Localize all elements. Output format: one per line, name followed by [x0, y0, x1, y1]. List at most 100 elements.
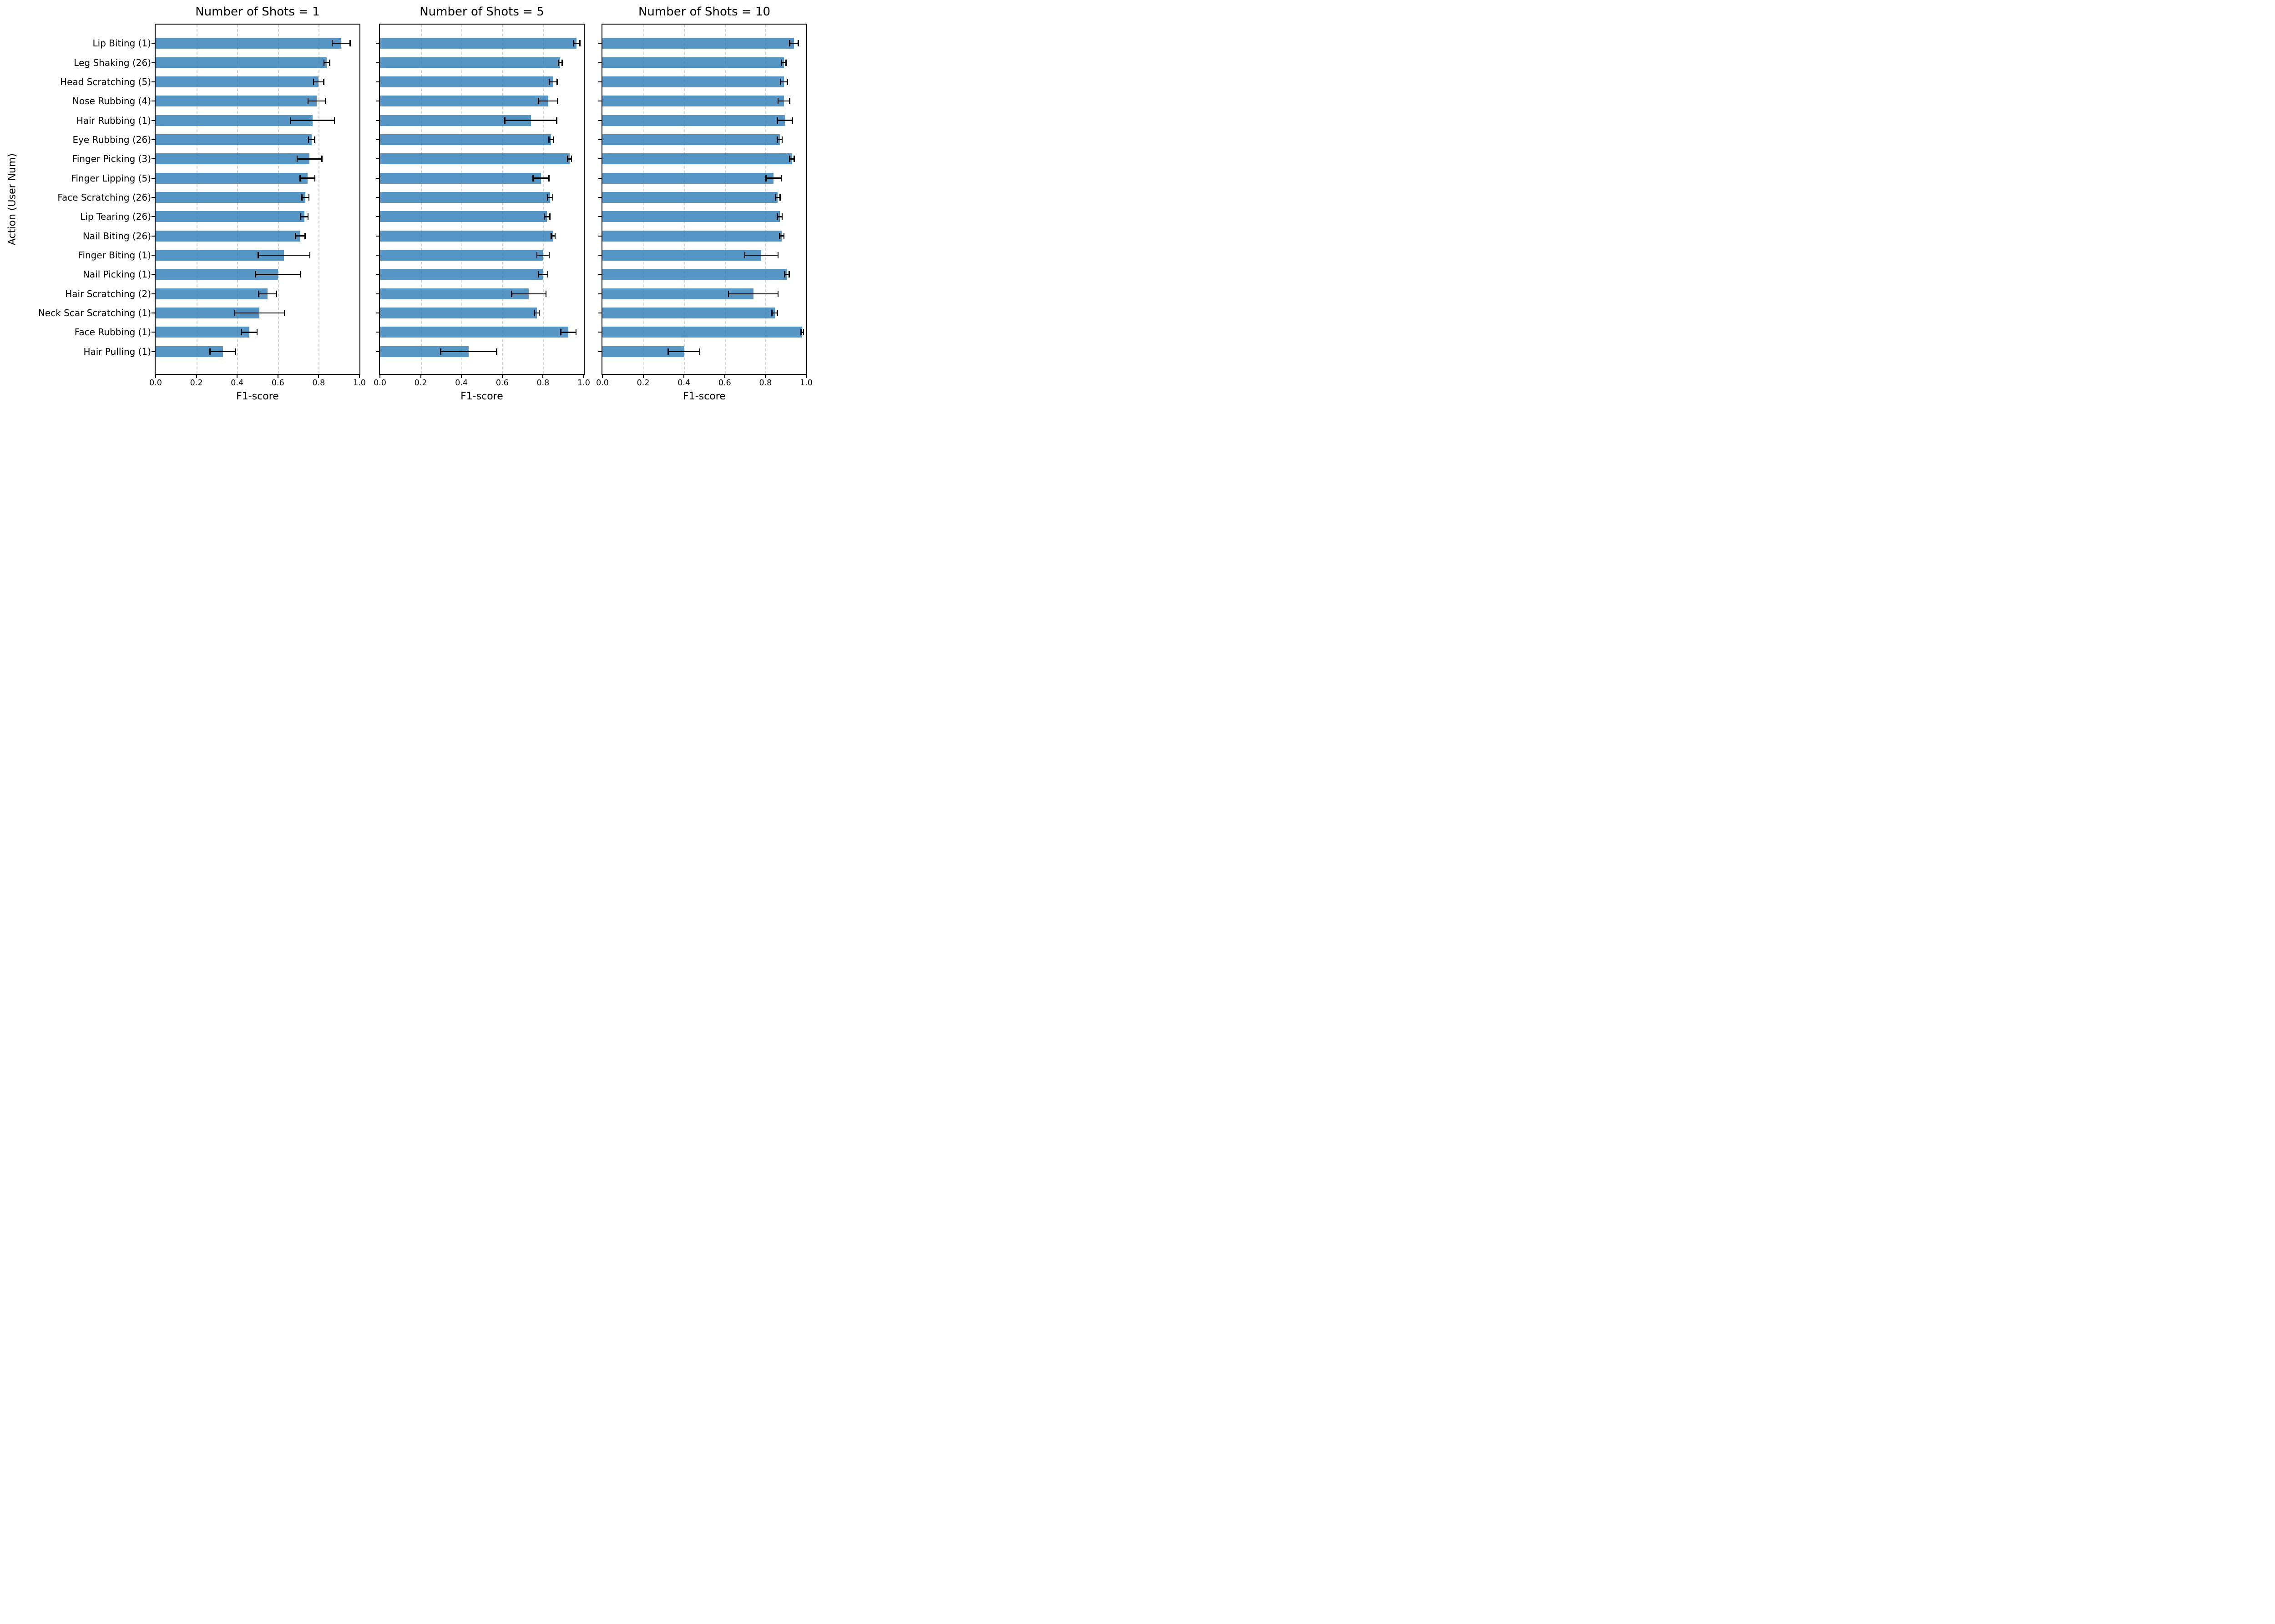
- x-tick: [602, 375, 603, 378]
- bar: [602, 57, 784, 68]
- error-bar: [775, 194, 781, 201]
- x-tick-label: 0.6: [271, 378, 284, 388]
- x-axis-title: F1-score: [683, 391, 726, 402]
- category-label: Head Scratching (5): [60, 76, 151, 87]
- y-tick: [376, 43, 379, 44]
- x-tick-label: 0.0: [374, 378, 386, 388]
- bar: [602, 308, 775, 319]
- bar: [156, 38, 341, 49]
- error-bar: [667, 348, 701, 355]
- bar: [156, 211, 305, 222]
- bar: [156, 153, 310, 165]
- error-bar: [308, 136, 315, 143]
- x-axis-title: F1-score: [236, 391, 279, 402]
- y-tick: [376, 120, 379, 121]
- x-tick: [724, 375, 725, 378]
- x-tick-label: 0.8: [759, 378, 772, 388]
- error-bar: [800, 329, 804, 336]
- error-bar: [560, 329, 577, 336]
- y-tick: [376, 332, 379, 333]
- error-bar: [295, 232, 306, 239]
- x-tick-label: 0.2: [190, 378, 203, 388]
- bar: [380, 211, 547, 222]
- panel-title-shots-1: Number of Shots = 1: [195, 5, 320, 19]
- error-bar: [300, 213, 309, 220]
- y-tick: [152, 235, 155, 237]
- bar: [602, 76, 784, 87]
- bar: [156, 172, 308, 184]
- category-label: Hair Pulling (1): [83, 346, 151, 357]
- y-tick: [376, 62, 379, 63]
- y-tick: [152, 139, 155, 140]
- category-label: Eye Rubbing (26): [72, 134, 151, 145]
- bar: [156, 57, 327, 68]
- error-bar: [543, 213, 551, 220]
- x-tick-label: 0.6: [495, 378, 509, 388]
- x-tick-label: 1.0: [353, 378, 366, 388]
- y-tick: [376, 216, 379, 217]
- y-tick: [152, 43, 155, 44]
- x-tick: [542, 375, 544, 378]
- error-bar: [536, 252, 550, 259]
- x-tick: [379, 375, 380, 378]
- category-label: Lip Tearing (26): [80, 211, 151, 222]
- y-tick: [376, 274, 379, 275]
- error-bar: [777, 136, 783, 143]
- y-tick: [152, 81, 155, 82]
- bar: [156, 115, 313, 126]
- bar: [602, 96, 784, 107]
- category-label: Nose Rubbing (4): [72, 96, 151, 107]
- y-tick: [598, 81, 602, 82]
- error-bar: [537, 271, 549, 278]
- error-bar: [504, 117, 557, 124]
- x-tick: [420, 375, 421, 378]
- figure: Action (User Num) Lip Biting (1) Leg Shak…: [0, 0, 815, 406]
- bar: [156, 230, 301, 242]
- gridline-0.8: [318, 25, 320, 374]
- y-tick: [376, 177, 379, 179]
- x-tick: [501, 375, 503, 378]
- bar: [156, 134, 312, 145]
- x-tick-label: 0.0: [596, 378, 609, 388]
- panel-shots-5: 0.0 0.2 0.4 0.6 0.8 1.0: [374, 24, 590, 388]
- y-tick: [152, 332, 155, 333]
- x-tick: [683, 375, 685, 378]
- bar: [380, 308, 537, 319]
- category-label: Leg Shaking (26): [74, 57, 151, 68]
- panel-shots-10: 0.0 0.2 0.4 0.6 0.8 1.0: [596, 24, 813, 388]
- x-tick-label: 0.2: [414, 378, 427, 388]
- x-tick: [196, 375, 197, 378]
- error-bar: [779, 78, 788, 85]
- y-tick: [152, 158, 155, 160]
- bar: [380, 38, 577, 49]
- x-tick-label: 0.4: [455, 378, 468, 388]
- x-axis-title: F1-score: [460, 391, 503, 402]
- y-tick: [598, 43, 602, 44]
- x-tick: [155, 375, 156, 378]
- x-tick-label: 0.6: [718, 378, 731, 388]
- error-bar: [572, 40, 581, 47]
- error-bar: [558, 59, 563, 66]
- error-bar: [548, 78, 558, 85]
- bar: [380, 230, 553, 242]
- y-tick: [152, 62, 155, 63]
- panel-title-shots-10: Number of Shots = 10: [638, 5, 771, 19]
- y-tick: [376, 139, 379, 140]
- error-bar: [777, 213, 783, 220]
- error-bar: [258, 252, 311, 259]
- error-bar: [241, 329, 258, 336]
- y-tick: [376, 293, 379, 294]
- category-label: Nail Picking (1): [82, 269, 151, 280]
- error-bar: [234, 310, 285, 317]
- bar: [156, 327, 250, 338]
- error-bar: [258, 290, 278, 297]
- y-axis-labels: Lip Biting (1) Leg Shaking (26) Head Scrat…: [0, 24, 151, 375]
- x-tick-label: 0.8: [312, 378, 325, 388]
- y-tick: [598, 351, 602, 352]
- error-bar: [781, 59, 787, 66]
- y-tick: [376, 351, 379, 352]
- x-tick: [318, 375, 319, 378]
- panel-shots-1: 0.0 0.2 0.4 0.6 0.8 1.0: [149, 24, 366, 388]
- error-bar: [440, 348, 497, 355]
- y-tick: [598, 293, 602, 294]
